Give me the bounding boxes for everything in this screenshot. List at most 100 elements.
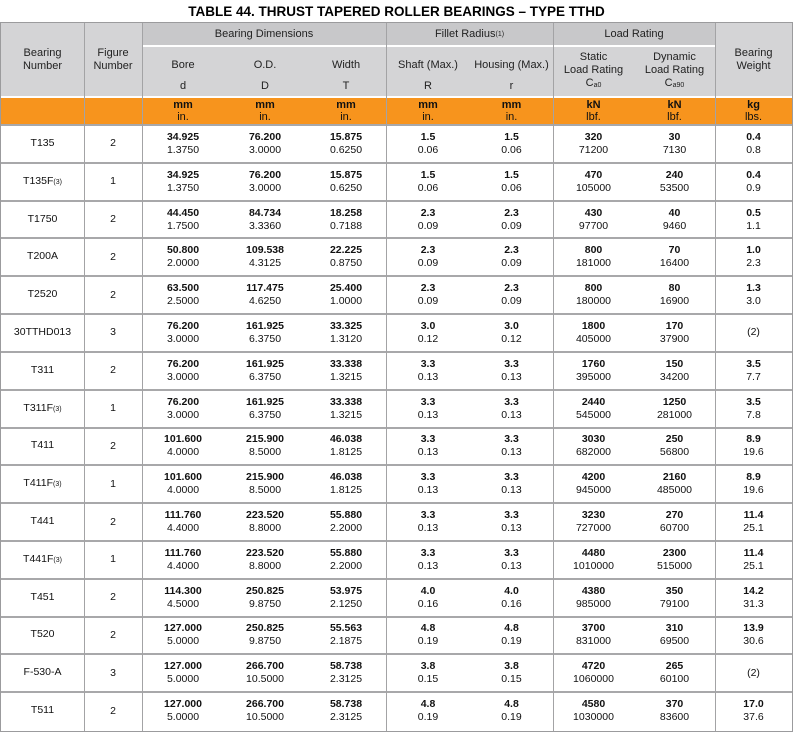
static-lbf: 71200 [578,143,609,156]
od-mm: 250.825 [246,622,284,635]
od-cell: 161.925 6.3750 [224,353,306,389]
weight-cell: 1.0 2.3 [715,239,792,275]
bearing-number: T200A [27,250,58,263]
static-kn: 4380 [581,584,606,597]
sub-label: Bore [171,58,195,71]
weight-lbs: 30.6 [743,635,764,648]
housing-mm: 2.3 [504,244,519,257]
od-in: 3.3360 [248,219,282,232]
housing-fillet-cell: 4.8 0.19 [470,693,553,729]
units-cell-shaft: mm in. [418,98,438,124]
bearing-number: T1750 [27,212,58,225]
bore-mm: 34.925 [166,168,200,181]
bore-in: 1.3750 [166,181,200,194]
shaft-fillet-cell: 3.3 0.13 [386,466,470,502]
housing-in: 0.19 [501,711,522,724]
od-cell: 161.925 6.3750 [224,315,306,351]
width-in: 2.3125 [329,673,363,686]
sub-label: Housing (Max.) [474,58,549,71]
bearing-number-cell: T311F(3) [1,391,84,427]
dynamic-load-cell: 170 37900 [634,315,715,351]
dynamic-load-cell: 2300 515000 [634,542,715,578]
table-row: T135 2 34.925 1.3750 76.200 3.0000 15.87… [1,126,792,162]
shaft-in: 0.06 [417,181,439,194]
housing-in: 0.13 [501,522,522,535]
col-header-housing-fillet: Housing (Max.) r [470,47,553,96]
bearing-number-cell: T411F(3) [1,466,84,502]
table-row: 30TTHD013 3 76.200 3.0000 161.925 6.3750… [1,313,792,351]
bearing-number: T441F(3) [23,552,62,565]
bore-mm: 114.300 [164,584,202,597]
table-row: T311 2 76.200 3.0000 161.925 6.3750 33.3… [1,350,792,389]
table-row: T411 2 101.600 4.0000 215.900 8.5000 46.… [1,426,792,465]
od-mm: 109.538 [246,244,284,257]
bearing-number-cell: T511 [1,693,84,729]
units-cell-static: kN lbf. [586,98,601,124]
dynamic-load-cell: 40 9460 [634,202,715,238]
od-in: 8.5000 [248,446,282,459]
table-header: Bearing Number Figure Number Bearing Dim… [1,23,792,96]
width-in: 0.8750 [329,257,363,270]
bearing-number: T311 [30,363,55,376]
header-label: Bearing [23,46,62,59]
bearing-number: T135F(3) [23,174,62,187]
width-in: 1.3215 [329,408,363,421]
shaft-mm: 3.3 [420,546,436,559]
bore-cell: 114.300 4.5000 [142,580,224,616]
static-load-cell: 2440 545000 [553,391,634,427]
od-in: 6.3750 [248,332,282,345]
bore-in: 2.5000 [166,295,200,308]
od-mm: 223.520 [246,546,284,559]
static-load-cell: 1800 405000 [553,315,634,351]
dynamic-lbf: 69500 [659,635,690,648]
bore-in: 2.0000 [166,257,200,270]
width-cell: 46.038 1.8125 [306,466,386,502]
housing-fillet-cell: 3.3 0.13 [470,429,553,465]
shaft-fillet-cell: 4.8 0.19 [386,618,470,654]
table-row: T135F(3) 1 34.925 1.3750 76.200 3.0000 1… [1,161,792,200]
static-kn: 800 [584,244,603,257]
header-label: Number [22,59,63,72]
weight-lbs: 25.1 [743,559,764,572]
figure-number-cell: 2 [84,429,142,465]
shaft-fillet-cell: 4.0 0.16 [386,580,470,616]
dynamic-load-cell: 30 7130 [634,126,715,162]
od-in: 3.0000 [248,143,282,156]
static-lbf: 545000 [575,408,612,421]
dynamic-kn: 40 [668,206,681,219]
housing-fillet-cell: 1.5 0.06 [470,164,553,200]
bearing-number: T520 [30,628,55,641]
static-lbf: 1010000 [573,559,614,572]
figure-number-cell: 3 [84,655,142,691]
od-cell: 215.900 8.5000 [224,466,306,502]
housing-fillet-cell: 4.0 0.16 [470,580,553,616]
housing-fillet-cell: 3.3 0.13 [470,353,553,389]
figure-number: 2 [110,250,116,263]
od-in: 6.3750 [248,408,282,421]
housing-mm: 3.3 [504,395,519,408]
od-in: 4.3125 [248,257,282,270]
shaft-mm: 4.8 [420,622,436,635]
shaft-fillet-cell: 3.3 0.13 [386,353,470,389]
weight-cell: (2) [715,315,792,351]
bore-mm: 127.000 [164,660,202,673]
weight-kg: 1.3 [746,282,761,295]
static-kn: 4200 [581,471,606,484]
units-row: mm in. mm in. mm in. mm in. mm in. kN lbf. kN l… [1,96,792,126]
od-cell: 215.900 8.5000 [224,429,306,465]
bore-cell: 34.925 1.3750 [142,126,224,162]
weight-kg: 8.9 [746,471,761,484]
sub-label: Shaft (Max.) [398,58,458,71]
od-mm: 266.700 [246,698,284,711]
width-mm: 46.038 [329,433,363,446]
weight-kg: (2) [747,326,760,339]
dynamic-load-cell: 370 83600 [634,693,715,729]
od-mm: 215.900 [246,433,284,446]
housing-mm: 3.0 [504,319,519,332]
shaft-in: 0.09 [417,295,439,308]
units-cell-housing: mm in. [501,98,522,124]
column-divider [715,23,716,731]
shaft-mm: 2.3 [420,244,436,257]
housing-in: 0.13 [501,370,522,383]
figure-number-cell: 2 [84,239,142,275]
